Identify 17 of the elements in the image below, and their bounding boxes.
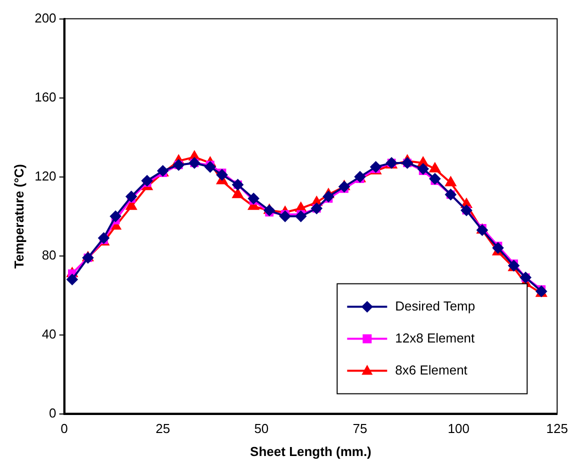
y-tick-label: 120 <box>34 168 56 184</box>
x-tick-label: 75 <box>352 421 368 436</box>
legend-label: Desired Temp <box>395 298 476 314</box>
y-axis-title: Temperature (°C) <box>11 164 26 269</box>
legend-label: 12x8 Element <box>395 330 476 346</box>
y-tick-label: 80 <box>42 247 56 262</box>
y-tick-label: 0 <box>49 405 56 420</box>
x-tick-label: 0 <box>60 421 68 436</box>
y-tick-label: 40 <box>42 326 56 342</box>
x-tick-label: 100 <box>448 421 470 436</box>
x-tick-label: 125 <box>546 421 568 436</box>
x-tick-label: 50 <box>254 421 269 436</box>
x-tick-label: 25 <box>156 421 170 436</box>
y-tick-label: 160 <box>34 89 56 104</box>
y-tick-label: 200 <box>34 10 56 26</box>
legend-label: 8x6 Element <box>395 362 468 378</box>
x-axis-title: Sheet Length (mm.) <box>250 444 372 459</box>
